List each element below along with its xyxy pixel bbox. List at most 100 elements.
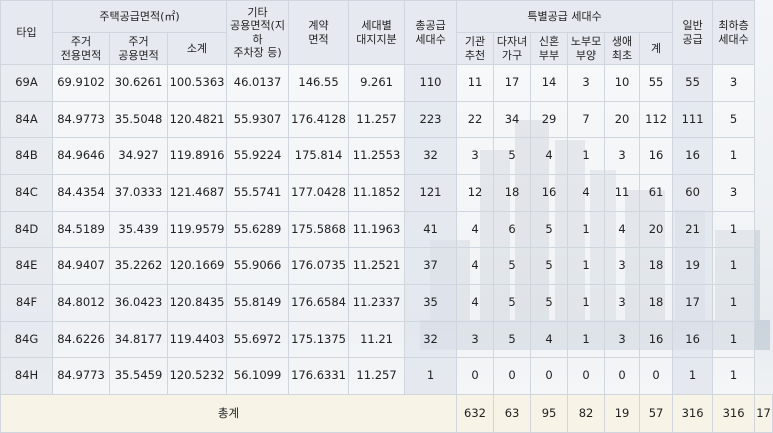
total-institution-sum: 63 — [493, 394, 532, 433]
cell-multi-child: 5 — [493, 247, 532, 285]
cell-general: 1 — [672, 357, 714, 395]
cell-lowest-floor: 1 — [712, 137, 756, 175]
total-row: 총계 632 63 95 82 19 57 316 316 17 — [0, 394, 773, 433]
cell-common-area: 34.8177 — [109, 320, 168, 359]
cell-contract-area: 175.814 — [288, 137, 350, 175]
cell-other-common: 55.6289 — [226, 210, 290, 249]
cell-elderly: 1 — [567, 137, 606, 175]
table-row: 84B 84.9646 34.927 119.8916 55.9224 175.814 11… — [0, 137, 773, 175]
cell-first-life: 3 — [604, 247, 641, 285]
cell-contract-area: 175.5868 — [288, 210, 350, 249]
cell-common-area: 35.5048 — [109, 100, 168, 139]
cell-lowest-floor: 1 — [712, 357, 756, 395]
cell-general: 111 — [672, 100, 714, 139]
cell-first-life: 10 — [604, 64, 641, 102]
cell-newlywed: 4 — [530, 137, 569, 175]
cell-exclusive-area: 84.4354 — [52, 173, 110, 212]
cell-type: 84H — [0, 357, 53, 395]
cell-common-area: 36.0423 — [109, 283, 168, 322]
total-multi-child-sum: 95 — [530, 394, 569, 433]
cell-institution: 22 — [456, 100, 495, 139]
cell-newlywed: 5 — [530, 283, 569, 322]
cell-contract-area: 176.6331 — [288, 357, 350, 395]
header-elderly: 노부모 부양 — [567, 32, 606, 65]
cell-special-total: 0 — [639, 357, 674, 395]
cell-exclusive-area: 69.9102 — [52, 64, 110, 102]
cell-general: 19 — [672, 247, 714, 285]
cell-multi-child: 17 — [493, 64, 532, 102]
cell-common-area: 35.2262 — [109, 247, 168, 285]
cell-land-share: 11.2553 — [348, 137, 406, 175]
cell-special-total: 55 — [639, 64, 674, 102]
cell-general: 21 — [672, 210, 714, 249]
cell-elderly: 4 — [567, 173, 606, 212]
cell-general: 17 — [672, 283, 714, 322]
cell-first-life: 3 — [604, 283, 641, 322]
cell-land-share: 11.1963 — [348, 210, 406, 249]
cell-first-life: 3 — [604, 137, 641, 175]
cell-subtotal: 119.8916 — [166, 137, 228, 175]
cell-newlywed: 4 — [530, 320, 569, 359]
cell-exclusive-area: 84.6226 — [52, 320, 110, 359]
cell-institution: 3 — [456, 137, 495, 175]
cell-type: 69A — [0, 64, 53, 102]
cell-contract-area: 175.1375 — [288, 320, 350, 359]
cell-institution: 11 — [456, 64, 495, 102]
header-total-supply: 총공급 세대수 — [404, 0, 458, 65]
cell-elderly: 3 — [567, 64, 606, 102]
table-row: 84H 84.9773 35.5459 120.5232 56.1099 176.6331… — [0, 357, 773, 395]
cell-type: 84B — [0, 137, 53, 175]
header-housing-area: 주택공급면적(㎡) — [51, 0, 228, 33]
cell-land-share: 11.257 — [348, 357, 406, 395]
total-supply-sum: 632 — [456, 394, 495, 433]
cell-type: 84A — [0, 100, 53, 139]
total-label: 총계 — [0, 394, 458, 433]
cell-first-life: 3 — [604, 320, 641, 359]
cell-contract-area: 146.55 — [288, 64, 350, 102]
cell-first-life: 4 — [604, 210, 641, 249]
cell-other-common: 55.6972 — [226, 320, 290, 359]
cell-lowest-floor: 1 — [712, 247, 756, 285]
cell-special-total: 61 — [639, 173, 674, 212]
cell-common-area: 35.439 — [109, 210, 168, 249]
cell-elderly: 0 — [567, 357, 606, 395]
cell-newlywed: 16 — [530, 173, 569, 212]
cell-newlywed: 0 — [530, 357, 569, 395]
cell-common-area: 30.6261 — [109, 64, 168, 102]
cell-elderly: 7 — [567, 100, 606, 139]
cell-lowest-floor: 1 — [712, 320, 756, 359]
cell-elderly: 1 — [567, 210, 606, 249]
cell-other-common: 56.1099 — [226, 357, 290, 395]
cell-institution: 3 — [456, 320, 495, 359]
cell-special-total: 112 — [639, 100, 674, 139]
table-row: 84C 84.4354 37.0333 121.4687 55.5741 177.0428… — [0, 173, 773, 212]
cell-exclusive-area: 84.9646 — [52, 137, 110, 175]
cell-first-life: 20 — [604, 100, 641, 139]
table-row: 84D 84.5189 35.439 119.9579 55.6289 175.5868 1… — [0, 210, 773, 249]
cell-special-total: 16 — [639, 137, 674, 175]
cell-subtotal: 120.4821 — [166, 100, 228, 139]
cell-special-total: 18 — [639, 283, 674, 322]
table-row: 84A 84.9773 35.5048 120.4821 55.9307 176.4128… — [0, 100, 773, 139]
header-special-total: 계 — [639, 32, 674, 65]
cell-total-supply: 1 — [404, 357, 458, 395]
cell-subtotal: 120.5232 — [166, 357, 228, 395]
cell-total-supply: 32 — [404, 320, 458, 359]
cell-institution: 0 — [456, 357, 495, 395]
cell-common-area: 37.0333 — [109, 173, 168, 212]
cell-exclusive-area: 84.9407 — [52, 247, 110, 285]
cell-first-life: 0 — [604, 357, 641, 395]
cell-common-area: 35.5459 — [109, 357, 168, 395]
cell-other-common: 55.9066 — [226, 247, 290, 285]
table-row: 84G 84.6226 34.8177 119.4403 55.6972 175.1375… — [0, 320, 773, 359]
cell-exclusive-area: 84.9773 — [52, 357, 110, 395]
header-subtotal: 소계 — [166, 32, 228, 65]
cell-type: 84C — [0, 173, 53, 212]
cell-land-share: 11.257 — [348, 100, 406, 139]
total-special-sum: 316 — [672, 394, 714, 433]
cell-contract-area: 176.0735 — [288, 247, 350, 285]
cell-special-total: 20 — [639, 210, 674, 249]
cell-contract-area: 176.4128 — [288, 100, 350, 139]
cell-type: 84F — [0, 283, 53, 322]
